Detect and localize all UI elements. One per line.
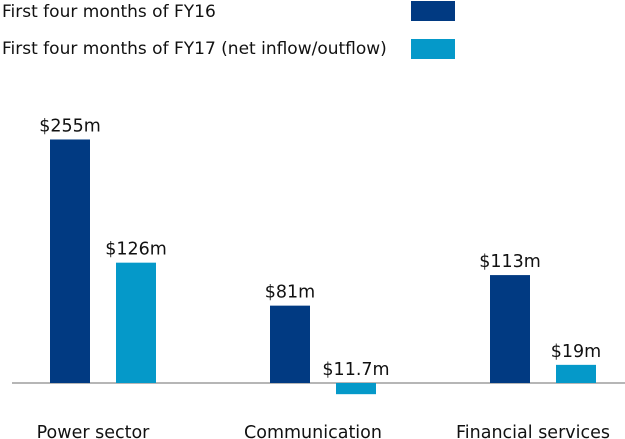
bar-fy16-power-sector — [50, 139, 90, 383]
bar-fy17-financial-services — [556, 364, 596, 383]
data-label: $255m — [39, 116, 101, 136]
bar-fy17-communication — [336, 383, 376, 395]
legend-label-fy17: First four months of FY17 (net inflow/ou… — [2, 39, 387, 59]
data-label: $11.7m — [322, 360, 389, 380]
legend-item-fy17: First four months of FY17 (net inflow/ou… — [2, 39, 387, 59]
legend-item-fy16: First four months of FY16 — [2, 2, 216, 22]
data-label: $113m — [479, 252, 541, 272]
data-label: $81m — [265, 283, 315, 303]
category-label: Financial services — [456, 423, 610, 439]
data-label: $19m — [551, 342, 601, 362]
data-label: $126m — [105, 240, 167, 260]
legend-swatch-fy16 — [411, 1, 455, 21]
legend-swatch-fy17 — [411, 39, 455, 59]
category-label: Communication — [244, 423, 382, 439]
legend-label-fy16: First four months of FY16 — [2, 2, 216, 22]
bar-fy16-communication — [270, 305, 310, 383]
category-label: Power sector — [37, 423, 151, 439]
bar-fy16-financial-services — [490, 275, 530, 383]
bar-fy17-power-sector — [116, 262, 156, 383]
